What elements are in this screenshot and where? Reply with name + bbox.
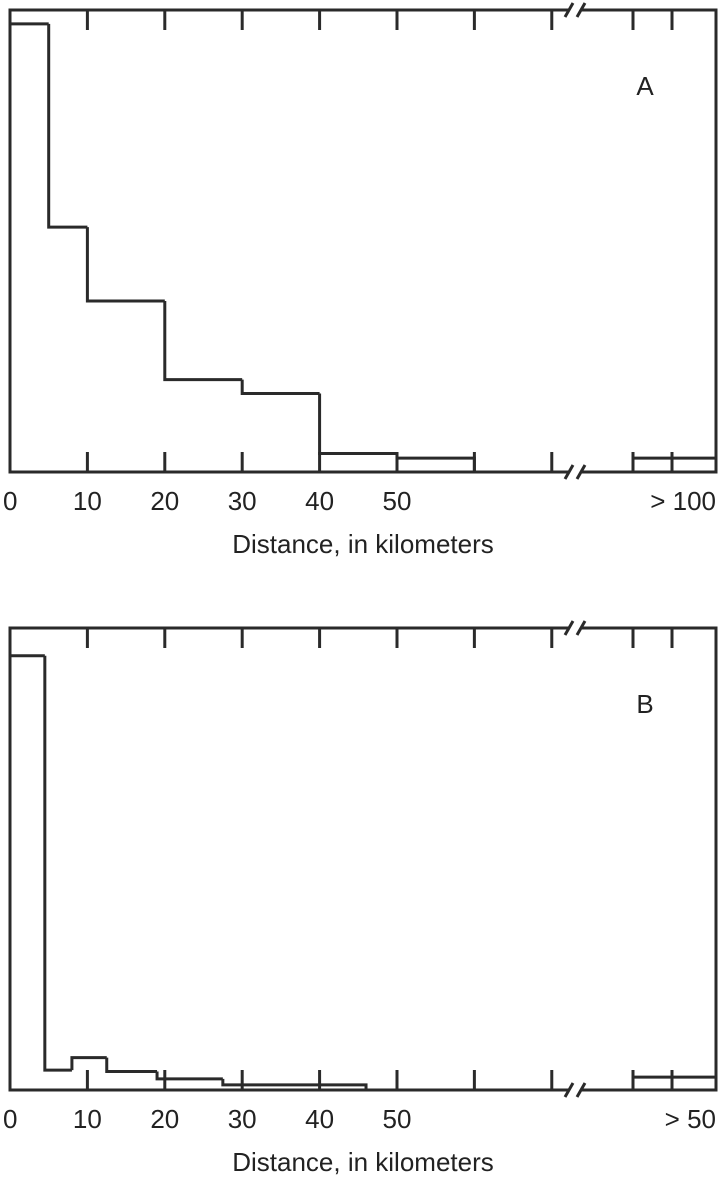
overflow-step [631,1075,716,1090]
histogram-step [163,301,243,382]
x-tick-label: 40 [305,486,334,516]
histogram-step [105,1057,158,1074]
histogram-step [85,227,165,303]
histogram-step [395,453,476,472]
axis-break [563,1082,587,1098]
panel-label: A [636,71,654,101]
overflow-label: > 50 [665,1104,716,1134]
histogram-step [70,1056,107,1071]
overflow-label: > 100 [650,486,716,516]
x-tick-label: 0 [3,486,17,516]
frame [8,626,718,1092]
x-tick-label: 30 [228,1104,257,1134]
overflow-step [631,456,716,472]
x-tick-label: 50 [383,1104,412,1134]
axis-break [563,620,587,636]
x-tick-label: 40 [305,1104,334,1134]
histogram-step [8,22,49,472]
histogram-step [8,654,45,1090]
x-tick-label: 30 [228,486,257,516]
histogram-step [318,393,397,456]
histogram-step [240,379,320,395]
axis-break [563,2,587,18]
x-axis-label: Distance, in kilometers [232,529,494,559]
panel-label: B [636,689,653,719]
x-tick-label: 20 [150,486,179,516]
x-tick-label: 10 [73,486,102,516]
histogram-step [43,655,72,1072]
x-tick-label: 10 [73,1104,102,1134]
x-tick-label: 0 [3,1104,17,1134]
frame [8,8,718,474]
histogram-step [47,23,88,229]
x-tick-label: 50 [383,486,412,516]
histogram-step [221,1078,368,1090]
x-tick-label: 20 [150,1104,179,1134]
histogram-step [155,1071,223,1081]
x-axis-label: Distance, in kilometers [232,1147,494,1177]
axis-break [563,464,587,480]
